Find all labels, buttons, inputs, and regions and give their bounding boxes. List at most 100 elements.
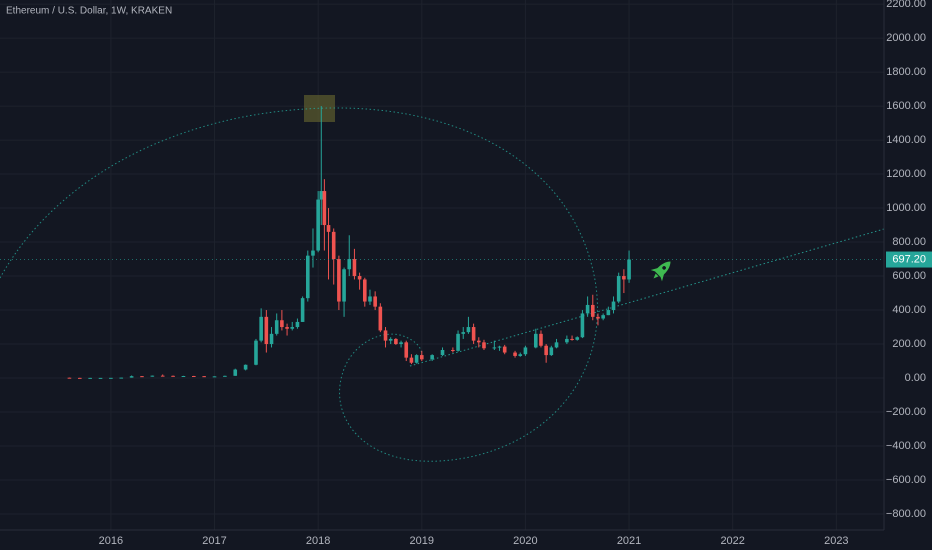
candle-body — [461, 332, 466, 334]
candle-body — [409, 357, 414, 363]
last-price-tag — [886, 251, 932, 268]
candle-body — [378, 306, 383, 331]
y-tick-label: 200.00 — [892, 338, 926, 350]
candle-body — [373, 296, 377, 307]
candle-body — [539, 333, 543, 346]
candle-body — [476, 340, 481, 343]
candle-body — [451, 349, 455, 351]
candle-body — [98, 377, 103, 379]
candle-body — [533, 333, 538, 348]
candle-body — [585, 304, 590, 314]
candle-body — [274, 320, 279, 334]
candle-body — [331, 231, 336, 260]
candle-body — [311, 250, 315, 256]
candle-body — [414, 355, 419, 363]
candle-body — [269, 333, 274, 345]
y-tick-label: −400.00 — [886, 440, 926, 452]
candle-body — [596, 316, 600, 319]
candle-body — [622, 276, 626, 280]
candle-body — [616, 276, 621, 302]
candle-body — [316, 199, 320, 251]
candle-body — [233, 369, 238, 376]
candle-body — [466, 327, 471, 333]
candle-body — [150, 375, 155, 377]
candle-body — [518, 354, 523, 356]
candle-body — [337, 259, 341, 302]
candle-body — [305, 255, 310, 299]
candle-body — [243, 364, 248, 370]
y-tick-label: 800.00 — [892, 236, 926, 248]
candle-body — [347, 259, 352, 270]
y-tick-label: −200.00 — [886, 406, 926, 418]
candle-body — [342, 269, 346, 302]
y-tick-label: 2200.00 — [886, 0, 926, 10]
candle-body — [554, 342, 559, 348]
y-tick-label: 1000.00 — [886, 202, 926, 214]
candle-body — [570, 338, 574, 340]
candle-body — [67, 377, 72, 379]
candle-body — [502, 346, 507, 353]
candle-body — [88, 377, 92, 379]
y-tick-label: −800.00 — [886, 508, 926, 520]
candle-body — [295, 321, 300, 328]
y-tick-label: −600.00 — [886, 474, 926, 486]
chart-title: Ethereum / U.S. Dollar, 1W, KRAKEN — [6, 6, 172, 17]
candle-body — [77, 377, 82, 379]
candle-body — [590, 304, 595, 317]
last-price-label: 697.20 — [892, 253, 926, 265]
x-tick-label: 2018 — [306, 535, 330, 547]
candle-body — [254, 340, 258, 365]
candle-body — [119, 377, 124, 379]
candle-body — [419, 355, 424, 360]
candle-body — [285, 327, 289, 329]
candle-body — [280, 320, 284, 328]
x-tick-label: 2023 — [824, 535, 848, 547]
y-tick-label: 1800.00 — [886, 66, 926, 78]
candle-body — [606, 310, 611, 316]
candle-body — [212, 376, 217, 378]
candle-body — [549, 347, 554, 356]
y-tick-label: 1600.00 — [886, 100, 926, 112]
candle-body — [352, 259, 357, 277]
candle-body — [544, 345, 548, 356]
x-tick-label: 2017 — [202, 535, 226, 547]
highlight-box — [304, 95, 335, 122]
candle-body — [264, 316, 269, 345]
candle-body — [430, 355, 434, 360]
candle-body — [290, 327, 295, 329]
candle-body — [383, 330, 388, 341]
candle-body — [259, 316, 263, 341]
candle-body — [565, 338, 569, 343]
candle-body — [394, 338, 398, 345]
candle-body — [601, 315, 605, 319]
rocket-icon — [650, 261, 671, 282]
candle-body — [362, 279, 367, 302]
y-tick-label: 600.00 — [892, 270, 926, 282]
candle-body — [109, 377, 113, 379]
x-tick-label: 2022 — [720, 535, 744, 547]
candle-body — [171, 375, 175, 377]
candle-body — [404, 342, 409, 358]
y-tick-label: 400.00 — [892, 304, 926, 316]
candle-body — [513, 352, 517, 356]
candle-body — [326, 225, 331, 232]
candles — [67, 106, 631, 379]
candle-body — [202, 376, 206, 378]
candle-body — [611, 301, 616, 311]
candle-body — [523, 347, 528, 355]
candle-body — [300, 298, 305, 322]
candle-body — [357, 276, 362, 280]
x-tick-label: 2021 — [617, 535, 641, 547]
y-tick-label: 2000.00 — [886, 32, 926, 44]
candle-body — [575, 337, 580, 340]
candle-body — [399, 342, 403, 345]
candle-body — [482, 342, 486, 349]
candle-body — [440, 349, 445, 356]
candle-body — [322, 191, 327, 226]
candle-body — [627, 259, 631, 280]
candle-body — [456, 333, 460, 351]
candle-body — [497, 346, 502, 348]
